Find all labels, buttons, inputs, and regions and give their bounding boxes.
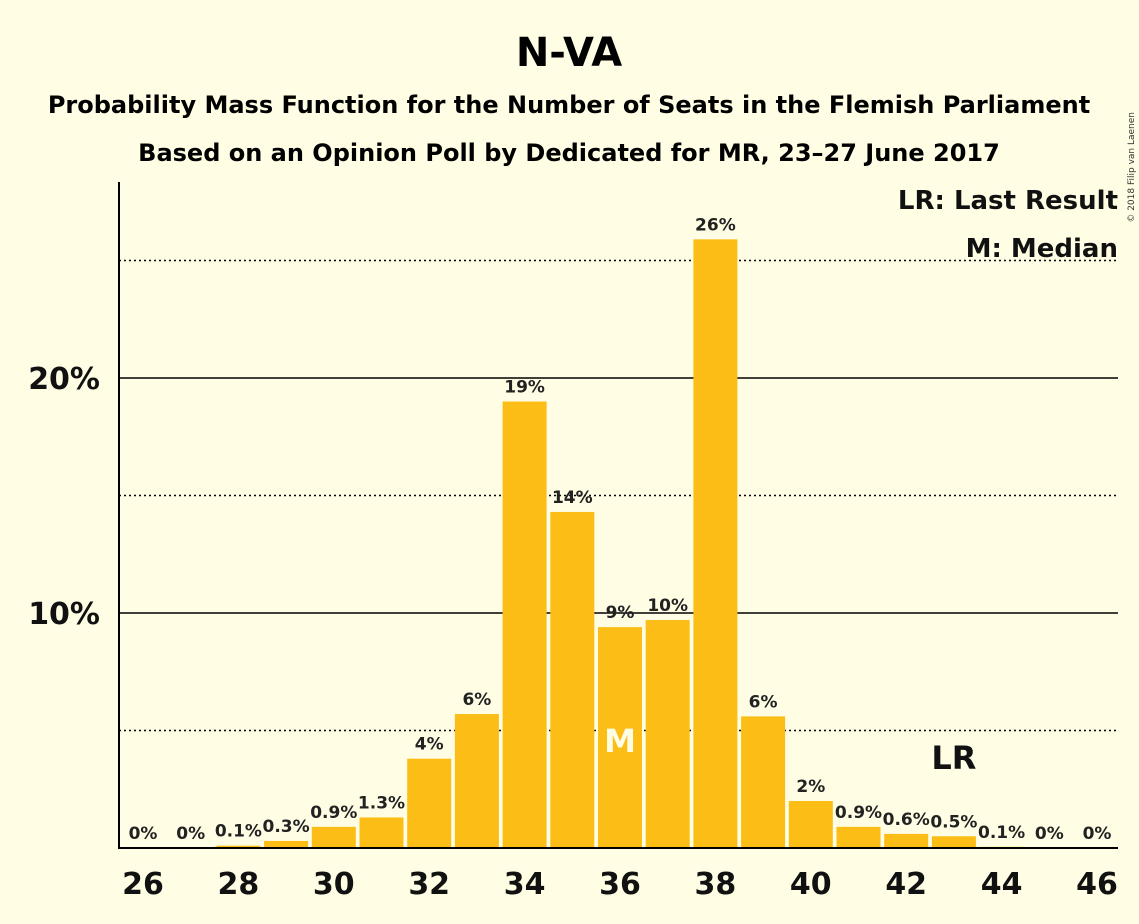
y-tick-label: 10% (28, 597, 100, 632)
bar (884, 833, 929, 848)
bar-value-label: 19% (504, 378, 545, 398)
bar-labels: 0% 0% 0.1% 0.3%0.9% 1.3%4%6%19%14%9% 10%26%6%… (129, 215, 1112, 844)
x-tick-label: 30 (313, 867, 355, 902)
bar (454, 714, 499, 848)
gridlines (119, 259, 1118, 732)
x-tick-labels: 26 28 30 32 34 36 38 40 42 44 46 (122, 867, 1118, 902)
bar (931, 836, 976, 848)
bar-value-label: 0.1% (978, 823, 1025, 843)
bar (502, 401, 547, 848)
chart-subtitle-1: Probability Mass Function for the Number… (48, 91, 1090, 119)
bar-value-label: 4% (415, 735, 444, 755)
bar-value-label: 0.9% (835, 803, 882, 823)
bar (550, 511, 595, 848)
x-tick-label: 32 (408, 867, 450, 902)
bar-value-label: 10% (647, 596, 688, 616)
median-marker: M (604, 722, 636, 760)
bar (359, 817, 404, 848)
bar-value-label: 14% (552, 488, 593, 508)
x-tick-label: 38 (695, 867, 737, 902)
x-tick-label: 28 (218, 867, 260, 902)
x-tick-label: 40 (790, 867, 832, 902)
bar-value-label: 6% (749, 692, 778, 712)
bar-value-label: 0.6% (883, 810, 930, 830)
bar-value-label: 0% (1083, 824, 1112, 844)
bar (788, 801, 833, 848)
bar-value-label: 0.3% (263, 817, 310, 837)
chart-subtitle-2: Based on an Opinion Poll by Dedicated fo… (138, 139, 1000, 167)
x-tick-label: 42 (885, 867, 927, 902)
x-tick-label: 26 (122, 867, 164, 902)
legend-last-result: LR: Last Result (898, 186, 1118, 216)
x-tick-label: 46 (1076, 867, 1118, 902)
bar-value-label: 0% (176, 824, 205, 844)
bar (598, 627, 642, 848)
bars (216, 239, 1024, 849)
bar-value-label: 9% (606, 603, 635, 623)
bar-value-label: 0.9% (310, 803, 357, 823)
bar (311, 826, 356, 848)
x-tick-label: 44 (981, 867, 1023, 902)
bar (216, 845, 261, 848)
bar (741, 716, 786, 848)
bar-value-label: 0.1% (215, 822, 262, 842)
bar-value-label: 1.3% (358, 793, 405, 813)
bar-value-label: 26% (695, 215, 736, 235)
bar (645, 620, 690, 848)
bar (264, 840, 309, 848)
bar-value-label: 6% (462, 690, 491, 710)
bar (836, 826, 881, 848)
chart-title: N-VA (516, 30, 622, 76)
bar-value-label: 0% (1035, 824, 1064, 844)
bar (407, 758, 452, 848)
bar-value-label: 0.5% (930, 812, 977, 832)
bar-value-label: 2% (796, 777, 825, 797)
bar-value-label: 0% (129, 824, 158, 844)
x-tick-label: 34 (504, 867, 546, 902)
copyright-text: © 2018 Filip van Laenen (1127, 112, 1137, 223)
bar (693, 239, 738, 849)
legend-median: M: Median (966, 234, 1118, 264)
y-tick-label: 20% (28, 362, 100, 397)
y-tick-labels: 10% 20% (28, 362, 100, 632)
x-tick-label: 36 (599, 867, 641, 902)
last-result-marker: LR (931, 739, 976, 777)
